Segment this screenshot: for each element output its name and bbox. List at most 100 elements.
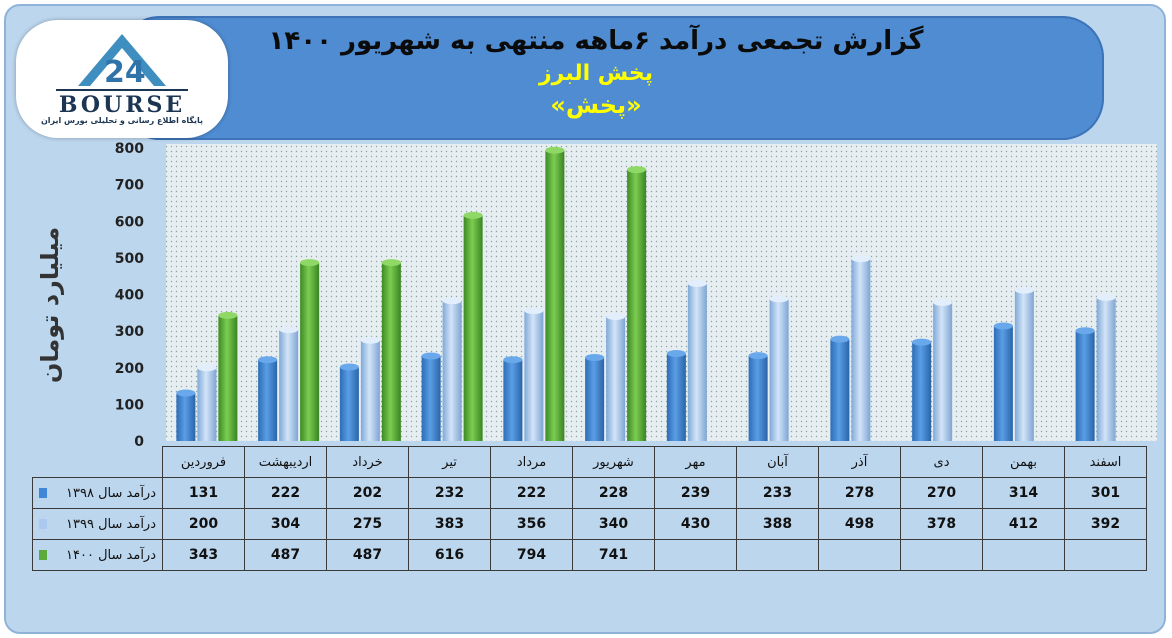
table-row: درآمد سال ۱۳۹۹ 200 304 275 383 356 340 430 388 49… (32, 508, 1147, 540)
bar-1-7 (666, 353, 686, 441)
bar-cap-2-2 (279, 326, 299, 334)
table-cell: 412 (982, 508, 1065, 540)
category-label: اردیبهشت (244, 446, 327, 478)
table-cell (1064, 539, 1147, 571)
bar-cap-1-11 (993, 322, 1013, 330)
svg-text:24: 24 (104, 55, 146, 90)
bar-1-8 (748, 355, 768, 441)
table-cell: 383 (408, 508, 491, 540)
bar-cap-1-12 (1075, 327, 1095, 335)
series-name: درآمد سال ۱۳۹۹ (66, 516, 156, 532)
bar-cap-2-11 (1014, 286, 1034, 294)
table-cell: 228 (572, 477, 655, 509)
table-cell: 131 (162, 477, 245, 509)
bar-cap-3-6 (627, 166, 647, 174)
bar-2-7 (687, 283, 707, 441)
table-cell: 392 (1064, 508, 1147, 540)
series-name: درآمد سال ۱۴۰۰ (66, 547, 156, 563)
bar-cap-2-4 (442, 297, 462, 305)
category-label: آذر (818, 446, 901, 478)
table-cell: 239 (654, 477, 737, 509)
logo-mark-icon: 24 (56, 34, 188, 91)
bar-2-8 (769, 298, 789, 441)
y-tick-label: 300 (115, 324, 144, 340)
bar-cap-1-5 (503, 356, 523, 364)
bar-cap-1-6 (585, 353, 605, 361)
y-tick-label: 200 (115, 361, 144, 377)
bar-3-5 (545, 150, 565, 441)
category-label: تیر (408, 446, 491, 478)
data-table: فروردین اردیبهشت خرداد تیر مرداد شهریور مهر آبا… (32, 446, 1147, 571)
bar-1-3 (339, 367, 359, 441)
bar-cap-1-3 (339, 363, 359, 371)
bar-cap-2-9 (851, 255, 871, 263)
bar-cap-3-1 (218, 311, 238, 319)
bar-cap-2-1 (197, 364, 217, 372)
bar-2-5 (524, 310, 544, 441)
bar-2-1 (197, 367, 217, 441)
table-cell: 202 (326, 477, 409, 509)
bar-cap-2-10 (933, 299, 953, 307)
bar-2-10 (933, 302, 953, 441)
bar-3-1 (218, 315, 238, 441)
category-label: بهمن (982, 446, 1065, 478)
category-label: مرداد (490, 446, 573, 478)
bar-cap-1-4 (421, 352, 441, 360)
logo-caption: پایگاه اطلاع رسانی و تحلیلی بورس ایران (40, 116, 204, 125)
bar-cap-3-2 (300, 259, 320, 267)
bar-cap-2-7 (687, 280, 707, 288)
table-cell: 616 (408, 539, 491, 571)
table-cell: 232 (408, 477, 491, 509)
table-cell: 278 (818, 477, 901, 509)
y-tick-label: 800 (115, 141, 144, 157)
table-cell: 270 (900, 477, 983, 509)
series-label: درآمد سال ۱۳۹۹ (32, 508, 163, 540)
bar-cap-3-4 (463, 211, 483, 219)
table-cell: 340 (572, 508, 655, 540)
table-cell: 498 (818, 508, 901, 540)
bar-3-2 (300, 262, 320, 441)
table-cell (818, 539, 901, 571)
table-cell (982, 539, 1065, 571)
bar-cap-2-8 (769, 295, 789, 303)
y-tick-label: 0 (134, 434, 144, 450)
bar-cap-1-1 (176, 389, 196, 397)
table-cell: 301 (1064, 477, 1147, 509)
series-name: درآمد سال ۱۳۹۸ (66, 485, 156, 501)
bar-cap-2-12 (1096, 293, 1116, 301)
table-cell: 378 (900, 508, 983, 540)
bars-group (176, 146, 1116, 441)
bar-cap-1-8 (748, 352, 768, 360)
logo: 24 (16, 20, 228, 138)
category-label: دی (900, 446, 983, 478)
table-cell: 794 (490, 539, 573, 571)
bar-cap-3-3 (381, 259, 401, 267)
table-header-row: فروردین اردیبهشت خرداد تیر مرداد شهریور مهر آبا… (33, 446, 1147, 478)
y-tick-label: 500 (115, 251, 144, 267)
bar-1-6 (585, 357, 605, 441)
y-tick-label: 100 (115, 397, 144, 413)
bar-3-3 (381, 262, 401, 441)
series-label: درآمد سال ۱۳۹۸ (32, 477, 163, 509)
bar-cap-2-6 (606, 312, 626, 320)
bar-cap-1-9 (830, 335, 850, 343)
bar-2-2 (279, 329, 299, 441)
plot-area (166, 144, 1157, 441)
table-cell: 388 (736, 508, 819, 540)
bar-1-4 (421, 356, 441, 441)
category-label: شهریور (572, 446, 655, 478)
table-cell: 222 (490, 477, 573, 509)
table-cell: 356 (490, 508, 573, 540)
table-cell: 233 (736, 477, 819, 509)
bar-1-12 (1075, 330, 1095, 441)
bar-3-4 (463, 215, 483, 441)
title-banner (118, 16, 1104, 140)
table-cell: 487 (244, 539, 327, 571)
table-cell: 200 (162, 508, 245, 540)
bar-2-9 (851, 258, 871, 441)
y-tick-label: 700 (115, 178, 144, 194)
table-row: درآمد سال ۱۴۰۰ 343 487 487 616 794 741 (32, 539, 1147, 571)
bar-1-11 (993, 325, 1013, 441)
company-name: پخش البرز (538, 61, 653, 86)
